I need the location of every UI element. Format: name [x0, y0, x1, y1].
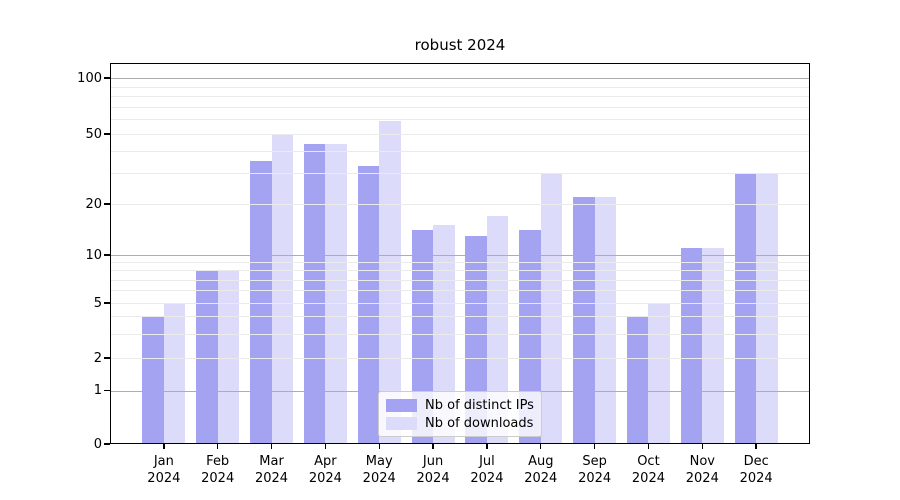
- bar-distinct-ips-feb: [196, 270, 218, 444]
- x-tick-dec: [755, 444, 757, 449]
- minor-gridline-80: [110, 96, 810, 98]
- legend-entry-downloads: Nb of downloads: [386, 415, 534, 431]
- bar-downloads-sep: [594, 196, 617, 444]
- bar-distinct-ips-nov: [680, 247, 703, 444]
- x-tick-label-apr: Apr 2024: [308, 454, 342, 486]
- x-tick-feb: [216, 444, 219, 449]
- x-tick-oct: [647, 444, 650, 449]
- legend-entry-distinct-ips: Nb of distinct IPs: [386, 397, 534, 413]
- gridline-10: [110, 255, 810, 256]
- x-tick-nov: [701, 444, 703, 449]
- legend-label-distinct-ips: Nb of distinct IPs: [425, 397, 534, 413]
- y-tick-0: [104, 443, 110, 445]
- x-tick-label-sep: Sep 2024: [578, 454, 612, 486]
- bar-downloads-apr: [325, 143, 347, 444]
- y-tick-20: [104, 203, 110, 205]
- bar-downloads-may: [379, 120, 401, 444]
- minor-gridline-90: [110, 86, 810, 88]
- y-tick-1: [104, 389, 110, 392]
- x-tick-jul: [486, 444, 488, 449]
- gridline-5: [110, 303, 810, 304]
- chart-title: robust 2024: [414, 36, 506, 54]
- bar-distinct-ips-sep: [573, 196, 595, 444]
- minor-gridline-6: [110, 290, 810, 292]
- bar-downloads-aug: [540, 173, 563, 444]
- bar-downloads-oct: [648, 303, 670, 444]
- gridline-2: [110, 358, 810, 359]
- y-tick-2: [104, 357, 110, 359]
- x-tick-may: [378, 444, 380, 449]
- bar-distinct-ips-jan: [142, 316, 164, 444]
- legend-swatch-distinct-ips: [386, 398, 417, 412]
- y-tick-5: [104, 302, 110, 304]
- x-tick-mar: [270, 444, 273, 449]
- y-tick-100: [104, 77, 110, 79]
- x-tick-label-aug: Aug 2024: [524, 454, 558, 486]
- x-tick-label-oct: Oct 2024: [631, 454, 665, 486]
- legend-swatch-downloads: [386, 416, 417, 430]
- y-tick-label-0: 0: [93, 436, 102, 452]
- gridline-20: [110, 204, 810, 205]
- y-tick-label-50: 50: [85, 126, 102, 142]
- x-tick-label-jun: Jun 2024: [416, 454, 450, 486]
- y-tick-label-2: 2: [93, 350, 102, 366]
- minor-gridline-7: [110, 279, 810, 281]
- x-tick-label-jan: Jan 2024: [147, 454, 181, 486]
- bar-distinct-ips-may: [357, 165, 380, 444]
- x-tick-label-jul: Jul 2024: [470, 454, 504, 486]
- bar-distinct-ips-mar: [250, 161, 272, 444]
- y-tick-label-5: 5: [93, 295, 102, 311]
- bar-distinct-ips-dec: [734, 173, 757, 444]
- x-tick-jan: [163, 444, 165, 449]
- bar-downloads-jan: [163, 303, 186, 444]
- x-tick-label-may: May 2024: [362, 454, 396, 486]
- x-tick-sep: [593, 444, 596, 449]
- bar-distinct-ips-oct: [626, 316, 649, 444]
- minor-gridline-60: [110, 119, 810, 121]
- y-tick-label-1: 1: [93, 383, 102, 398]
- y-tick-10: [104, 254, 110, 256]
- minor-gridline-9: [110, 262, 810, 264]
- x-tick-jun: [432, 444, 434, 449]
- bar-downloads-jul: [486, 215, 509, 444]
- legend-label-downloads: Nb of downloads: [425, 415, 534, 431]
- minor-gridline-30: [110, 173, 810, 175]
- x-tick-label-feb: Feb 2024: [201, 454, 235, 486]
- y-tick-50: [104, 133, 110, 135]
- bar-downloads-nov: [702, 247, 724, 444]
- gridline-50: [110, 134, 810, 135]
- minor-gridline-70: [110, 106, 810, 108]
- legend: Nb of distinct IPs Nb of downloads: [378, 391, 542, 437]
- minor-gridline-4: [110, 316, 810, 318]
- y-tick-label-20: 20: [85, 196, 102, 212]
- minor-gridline-40: [110, 151, 810, 153]
- minor-gridline-3: [110, 333, 810, 335]
- x-tick-aug: [540, 444, 542, 449]
- x-tick-label-dec: Dec 2024: [739, 454, 773, 486]
- minor-gridline-8: [110, 270, 810, 272]
- x-tick-label-mar: Mar 2024: [254, 454, 289, 486]
- bar-distinct-ips-apr: [303, 143, 326, 444]
- bar-downloads-dec: [756, 173, 778, 444]
- y-tick-label-100: 100: [77, 70, 102, 86]
- x-tick-label-nov: Nov 2024: [685, 454, 719, 486]
- y-tick-label-10: 10: [85, 247, 102, 263]
- bar-downloads-mar: [271, 134, 294, 444]
- gridline-100: [110, 78, 810, 79]
- bar-downloads-feb: [217, 270, 240, 444]
- x-tick-apr: [324, 444, 327, 449]
